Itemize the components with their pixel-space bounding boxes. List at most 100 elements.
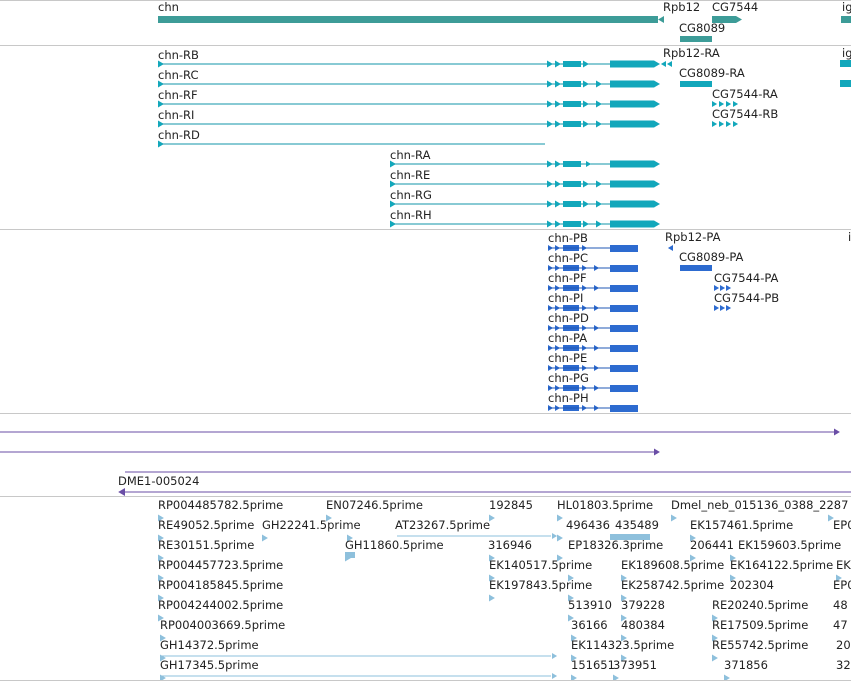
est-glyph[interactable] <box>571 634 577 642</box>
protein-chn-pc-label[interactable]: chn-PC <box>548 251 589 265</box>
transcript-chn-re-label[interactable]: chn-RE <box>390 168 431 182</box>
exon-coding-block[interactable] <box>610 100 660 108</box>
protein-cg7544-pb-label[interactable]: CG7544-PB <box>714 291 780 305</box>
exon-marker[interactable] <box>555 220 561 228</box>
est-glyph[interactable] <box>489 554 495 562</box>
est-192845-label[interactable]: 192845 <box>489 498 533 512</box>
gene-cg8089-glyph[interactable] <box>680 36 712 42</box>
est-glyph[interactable] <box>489 574 495 582</box>
protein-block[interactable] <box>610 325 638 332</box>
est-480384-label[interactable]: 480384 <box>621 618 665 632</box>
exon-marker[interactable] <box>547 60 553 68</box>
transcript-chn-ra-label[interactable]: chn-RA <box>390 148 431 162</box>
est-36166-label[interactable]: 36166 <box>571 618 608 632</box>
alignment-arrow[interactable] <box>654 448 660 456</box>
est-glyph[interactable] <box>158 594 164 602</box>
est-ep0-a-label[interactable]: EP0 <box>833 519 851 532</box>
exon[interactable] <box>563 161 581 167</box>
est-glyph[interactable] <box>828 514 834 522</box>
transcript-cg7544-glyph[interactable] <box>733 101 739 107</box>
exon-coding-block[interactable] <box>610 60 660 68</box>
exon[interactable] <box>563 121 581 127</box>
protein-cg8089-glyph[interactable] <box>680 265 712 271</box>
est-glyph[interactable] <box>568 574 574 582</box>
exon-marker[interactable] <box>547 120 553 128</box>
protein-block[interactable] <box>610 245 638 252</box>
exon-marker[interactable] <box>586 161 592 167</box>
est-435489-label[interactable]: 435489 <box>615 518 659 532</box>
protein-cg7544-glyph[interactable] <box>720 285 726 291</box>
est-496436-label[interactable]: 496436 <box>566 518 610 532</box>
est-glyph[interactable] <box>158 614 164 622</box>
protein-chn-pf-label[interactable]: chn-PF <box>548 271 587 285</box>
transcript-ig-glyph[interactable] <box>840 80 851 87</box>
est-ek258742-label[interactable]: EK258742.5prime <box>621 578 725 592</box>
est-glyph[interactable] <box>262 534 268 542</box>
est-glyph[interactable] <box>347 534 353 542</box>
est-gh11860-label[interactable]: GH11860.5prime <box>345 538 444 552</box>
est-glyph[interactable] <box>690 554 696 562</box>
est-glyph[interactable] <box>712 654 718 662</box>
est-ep18326-label[interactable]: EP18326.3prime <box>568 538 664 552</box>
est-glyph[interactable] <box>724 674 730 681</box>
exon-marker[interactable] <box>596 100 602 108</box>
exon[interactable] <box>563 81 581 87</box>
protein-block[interactable] <box>610 305 638 312</box>
est-316946-label[interactable]: 316946 <box>488 538 532 552</box>
protein-rpb12-glyph[interactable] <box>667 245 673 251</box>
transcript-cg7544-glyph[interactable] <box>712 101 718 107</box>
est-513910-label[interactable]: 513910 <box>568 598 612 612</box>
est-ek164122-label[interactable]: EK164122.5prime <box>730 558 834 572</box>
gene-rpb12-glyph[interactable] <box>658 16 664 23</box>
est-glyph[interactable] <box>621 594 627 602</box>
transcript-ig-partial-label[interactable]: ig <box>842 47 851 60</box>
est-rp004485782-label[interactable]: RP004485782.5prime <box>158 498 284 512</box>
exon-marker[interactable] <box>596 180 602 188</box>
transcript-cg7544-glyph[interactable] <box>712 121 718 127</box>
est-glyph[interactable] <box>621 574 627 582</box>
transcript-start-marker[interactable] <box>158 100 164 108</box>
exon[interactable] <box>563 181 581 187</box>
transcript-chn-rg-label[interactable]: chn-RG <box>390 188 432 202</box>
transcript-chn-rb-label[interactable]: chn-RB <box>158 48 199 62</box>
protein-block[interactable] <box>610 385 638 392</box>
est-hl01803-label[interactable]: HL01803.5prime <box>557 498 654 512</box>
protein-block[interactable] <box>610 345 638 352</box>
est-glyph[interactable] <box>730 574 736 582</box>
transcript-cg7544-glyph[interactable] <box>726 101 732 107</box>
est-gh22241-label[interactable]: GH22241.5prime <box>262 518 361 532</box>
est-glyph[interactable] <box>158 574 164 582</box>
protein-chn-pi-label[interactable]: chn-PI <box>548 291 584 305</box>
exon-coding-block[interactable] <box>610 220 660 228</box>
alignment-dme1-005024-arrow[interactable] <box>118 488 125 496</box>
est-ek197843-label[interactable]: EK197843.5prime <box>489 578 593 592</box>
est-glyph[interactable] <box>158 514 164 522</box>
est-gh17345-label[interactable]: GH17345.5prime <box>160 658 259 672</box>
exon-marker[interactable] <box>555 200 561 208</box>
exon-marker[interactable] <box>555 100 561 108</box>
est-re30151-label[interactable]: RE30151.5prime <box>158 538 255 552</box>
exon-marker[interactable] <box>583 200 589 208</box>
exon-marker[interactable] <box>583 220 589 228</box>
exon-marker[interactable] <box>583 180 589 188</box>
est-glyph[interactable] <box>690 534 696 542</box>
exon-marker[interactable] <box>583 120 589 128</box>
transcript-chn-rc-label[interactable]: chn-RC <box>158 68 199 82</box>
est-re49052-label[interactable]: RE49052.5prime <box>158 518 255 532</box>
exon-marker[interactable] <box>583 100 589 108</box>
exon-coding-block[interactable] <box>610 200 660 208</box>
exon-marker[interactable] <box>547 200 553 208</box>
transcript-cg8089-glyph[interactable] <box>680 81 712 87</box>
est-202304-label[interactable]: 202304 <box>730 578 774 592</box>
est-glyph[interactable] <box>621 614 627 622</box>
protein-cg8089-pa-label[interactable]: CG8089-PA <box>679 250 744 264</box>
exon[interactable] <box>563 221 581 227</box>
est-ep0-b-label[interactable]: EP0 <box>833 579 851 592</box>
exon-coding-block[interactable] <box>610 80 660 88</box>
est-re17509-label[interactable]: RE17509.5prime <box>712 618 809 632</box>
est-glyph[interactable] <box>712 614 718 622</box>
protein-cg7544-glyph[interactable] <box>714 285 720 291</box>
transcript-chn-rh-label[interactable]: chn-RH <box>390 208 432 222</box>
transcript-chn-rd-label[interactable]: chn-RD <box>158 128 200 142</box>
est-glyph[interactable] <box>557 514 563 522</box>
